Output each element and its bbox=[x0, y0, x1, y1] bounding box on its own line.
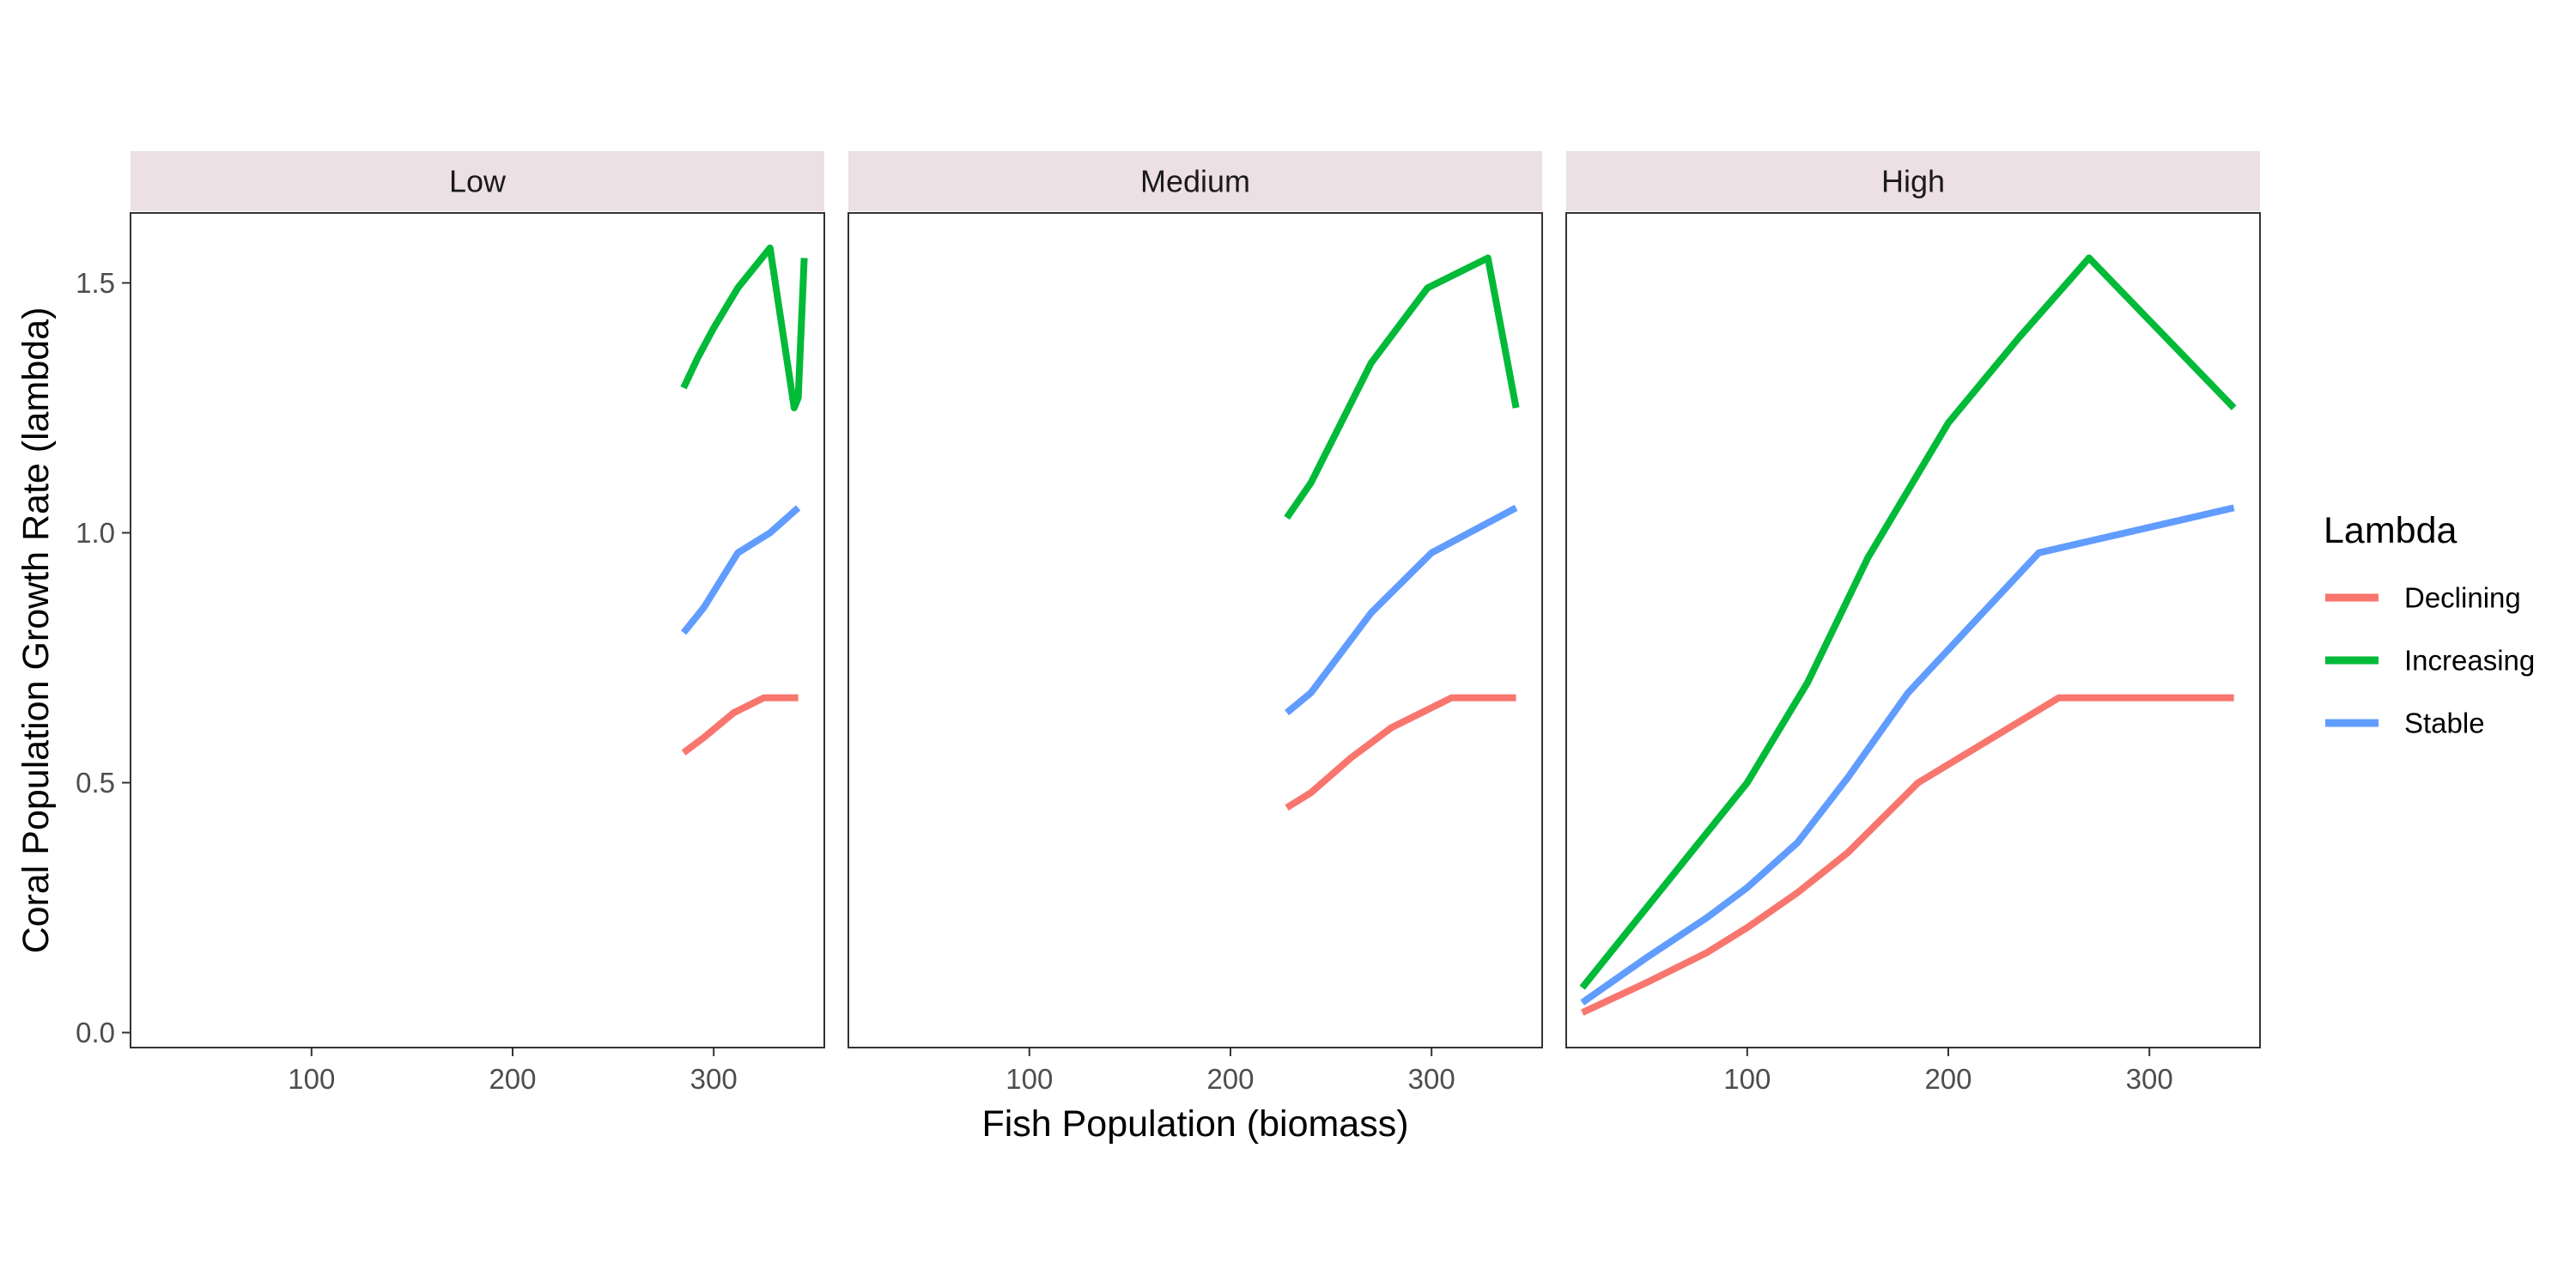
legend-label: Declining bbox=[2404, 582, 2521, 614]
series-line-declining bbox=[681, 694, 799, 756]
y-axis: 0.0 0.5 1.0 1.5 bbox=[76, 267, 131, 1048]
x-tick-label: 300 bbox=[2126, 1063, 2173, 1095]
legend-label: Increasing bbox=[2404, 645, 2535, 677]
facet-strip bbox=[848, 151, 1542, 211]
facet-panel-high: High 100 200 300 bbox=[1565, 151, 2261, 1095]
y-axis-title: Coral Population Growth Rate (lambda) bbox=[15, 307, 57, 954]
series-line-declining bbox=[1285, 694, 1516, 811]
x-tick-label: 100 bbox=[1005, 1063, 1053, 1095]
x-tick-label: 200 bbox=[1206, 1063, 1254, 1095]
x-axis-title: Fish Population (biomass) bbox=[981, 1103, 1408, 1145]
panel-border bbox=[130, 212, 825, 1048]
x-tick-label: 200 bbox=[1924, 1063, 1971, 1095]
panel-border bbox=[848, 212, 1543, 1048]
facet-panel-medium: Medium 100 200 300 bbox=[848, 151, 1543, 1095]
facet-strip bbox=[131, 151, 824, 211]
series-line-stable bbox=[1580, 504, 2235, 1005]
legend: Lambda Declining Increasing Stable bbox=[2324, 510, 2535, 739]
y-tick-label: 1.5 bbox=[76, 267, 115, 299]
series-line-declining bbox=[1581, 694, 2234, 1016]
y-tick-label: 0.5 bbox=[76, 767, 115, 799]
x-tick-label: 300 bbox=[690, 1063, 738, 1095]
series-line-stable bbox=[1285, 504, 1518, 716]
legend-label: Stable bbox=[2404, 708, 2485, 739]
y-tick-label: 1.0 bbox=[76, 517, 115, 549]
x-tick-label: 300 bbox=[1408, 1063, 1455, 1095]
x-tick-label: 100 bbox=[288, 1063, 335, 1095]
legend-title: Lambda bbox=[2324, 510, 2457, 551]
facet-strip-label: Medium bbox=[1140, 164, 1250, 199]
series-line-increasing bbox=[1284, 254, 1520, 520]
panel-border bbox=[1565, 212, 2261, 1048]
facet-strip bbox=[1566, 151, 2260, 211]
x-tick-label: 100 bbox=[1723, 1063, 1771, 1095]
facet-strip-label: High bbox=[1881, 164, 1945, 199]
facet-panel-low: Low 100 200 300 bbox=[130, 151, 825, 1095]
y-tick-label: 0.0 bbox=[76, 1017, 115, 1048]
series-line-increasing bbox=[1579, 254, 2237, 990]
series-line-stable bbox=[680, 505, 801, 635]
series-line-increasing bbox=[680, 244, 808, 411]
legend-entry-increasing: Increasing bbox=[2325, 645, 2535, 677]
panels-layer: Low 100 200 300 Medium 100 200 300 High 100 200 300 bbox=[130, 151, 2261, 1095]
facet-strip-label: Low bbox=[449, 164, 507, 199]
legend-entry-declining: Declining bbox=[2325, 582, 2521, 614]
legend-entry-stable: Stable bbox=[2325, 708, 2485, 739]
x-tick-label: 200 bbox=[489, 1063, 536, 1095]
